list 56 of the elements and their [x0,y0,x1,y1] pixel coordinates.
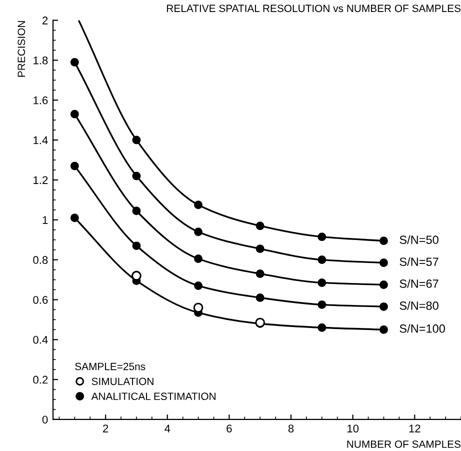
y-tick-label: 1 [42,216,48,224]
x-tick-label: 6 [226,424,232,432]
chart-title: RELATIVE SPATIAL RESOLUTION vs NUMBER OF SAMPLES [167,4,461,12]
y-axis-title: PRECISION [18,21,26,77]
point [318,256,326,264]
point [194,281,203,290]
point [193,302,204,313]
point [379,325,388,334]
x-tick-label: 12 [409,424,420,432]
point [132,136,141,144]
point [194,228,203,236]
point [379,258,388,268]
y-tick-label: 0.6 [33,296,48,304]
point [379,302,388,311]
point [379,280,388,289]
point [132,206,141,216]
point [318,278,326,287]
x-axis-title: NUMBER OF SAMPLES [347,440,461,448]
x-tick-label: 4 [164,424,170,432]
point [70,58,79,66]
series-label: S/N=57 [400,257,438,266]
x-tick-label: 8 [288,424,294,432]
point [132,242,141,250]
x-tick-label: 10 [347,424,359,432]
point [70,110,79,118]
y-tick-label: 0.8 [33,256,48,264]
point [70,162,79,170]
y-tick-label: 0 [42,416,48,424]
legend-label: ANALITICAL ESTIMATION [91,392,216,400]
legend-title: SAMPLE=25ns [75,362,146,370]
point [256,270,264,278]
y-tick-label: 1.8 [34,56,48,64]
y-tick-label: 0.2 [33,376,48,384]
series-label: S/N=80 [400,301,438,310]
series-label: S/N=50 [400,235,438,244]
y-tick-label: 1.6 [34,96,48,104]
point [256,222,264,230]
point [70,214,79,222]
point [379,236,388,246]
series-label: S/N=100 [400,324,445,333]
point [318,232,326,242]
point [132,270,142,281]
point [318,300,326,309]
point [256,293,264,302]
point [256,244,264,254]
point [318,323,326,332]
legend-label: SIMULATION [92,378,154,386]
y-tick-label: 1.4 [34,136,48,144]
y-tick-label: 0.4 [33,336,48,344]
point [194,254,203,264]
series-label: S/N=67 [400,279,438,288]
point [132,172,141,180]
x-tick-label: 2 [103,424,108,432]
y-tick-label: 1.2 [34,176,48,184]
y-tick-label: 2 [42,16,48,24]
point [194,200,203,210]
